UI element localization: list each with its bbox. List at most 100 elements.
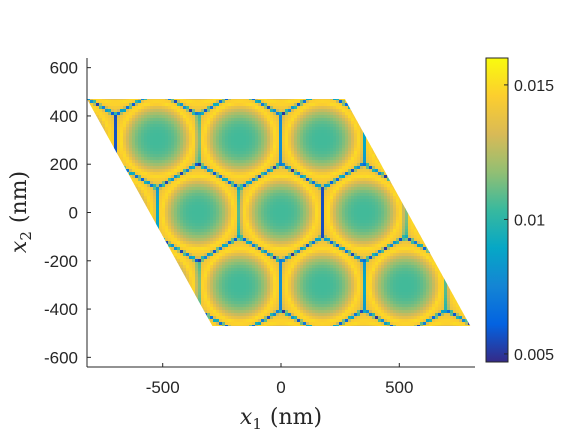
heatmap-cell <box>183 202 187 206</box>
heatmap-cell <box>129 211 133 215</box>
heatmap-cell <box>156 205 160 209</box>
heatmap-cell <box>279 145 283 149</box>
heatmap-cell <box>390 115 394 119</box>
heatmap-cell <box>228 184 232 188</box>
heatmap-cell <box>111 133 115 137</box>
heatmap-cell <box>312 169 316 173</box>
heatmap-cell <box>450 151 454 155</box>
heatmap-cell <box>279 175 283 179</box>
heatmap-cell <box>105 112 109 116</box>
heatmap-cell <box>135 202 139 206</box>
heatmap-cell <box>255 112 259 116</box>
heatmap-cell <box>360 181 364 185</box>
heatmap-cell <box>414 136 418 140</box>
heatmap-cell <box>201 124 205 128</box>
heatmap-cell <box>237 124 241 128</box>
heatmap-cell <box>147 133 151 137</box>
heatmap-cell <box>129 190 133 194</box>
heatmap-cell <box>291 163 295 167</box>
heatmap-cell <box>291 112 295 116</box>
heatmap-cell <box>408 130 412 134</box>
heatmap-cell <box>183 124 187 128</box>
heatmap-cell <box>252 175 256 179</box>
heatmap-cell <box>306 121 310 125</box>
heatmap-cell <box>93 178 97 182</box>
heatmap-cell <box>381 121 385 125</box>
heatmap-cell <box>126 193 130 197</box>
heatmap-cell <box>399 193 403 197</box>
heatmap-cell <box>336 172 340 176</box>
heatmap-cell <box>408 187 412 191</box>
heatmap-cell <box>309 202 313 206</box>
heatmap-cell <box>189 166 193 170</box>
heatmap-cell <box>339 130 343 134</box>
heatmap-cell <box>261 130 265 134</box>
heatmap-cell <box>168 106 172 110</box>
heatmap-cell <box>408 127 412 131</box>
heatmap-cell <box>177 130 181 134</box>
heatmap-cell <box>441 163 445 167</box>
heatmap-cell <box>216 109 220 113</box>
heatmap-cell <box>156 160 160 164</box>
heatmap-cell <box>234 205 238 209</box>
heatmap-cell <box>144 163 148 167</box>
heatmap-cell <box>132 181 136 185</box>
heatmap-cell <box>450 157 454 161</box>
heatmap-cell <box>450 100 454 104</box>
heatmap-cell <box>426 142 430 146</box>
heatmap-cell <box>363 193 367 197</box>
heatmap-cell <box>474 187 477 190</box>
heatmap-cell <box>441 190 445 194</box>
heatmap-cell <box>105 100 109 104</box>
heatmap-cell <box>408 148 412 152</box>
heatmap-cell <box>171 172 175 176</box>
heatmap-cell <box>396 130 400 134</box>
heatmap-cell <box>384 109 388 113</box>
heatmap-cell <box>456 115 460 119</box>
heatmap-cell <box>372 118 376 122</box>
heatmap-cell <box>327 99 331 101</box>
heatmap-cell <box>456 127 460 131</box>
heatmap-cell <box>384 208 388 212</box>
heatmap-cell <box>189 136 193 140</box>
heatmap-cell <box>456 130 460 134</box>
heatmap-cell <box>453 112 457 116</box>
heatmap-cell <box>384 169 388 173</box>
heatmap-cell <box>417 115 421 119</box>
heatmap-cell <box>387 175 391 179</box>
heatmap-cell <box>285 160 289 164</box>
heatmap-cell <box>339 100 343 104</box>
heatmap-cell <box>165 99 169 101</box>
heatmap-cell <box>426 133 430 137</box>
heatmap-cell <box>342 193 346 197</box>
heatmap-cell <box>174 130 178 134</box>
heatmap-cell <box>105 130 109 134</box>
heatmap-cell <box>252 208 256 212</box>
heatmap-cell <box>126 184 130 188</box>
heatmap-cell <box>354 127 358 131</box>
heatmap-cell <box>450 106 454 110</box>
heatmap-cell <box>156 178 160 182</box>
heatmap-cell <box>264 103 268 107</box>
heatmap-cell <box>345 163 349 167</box>
heatmap-cell <box>99 184 103 188</box>
heatmap-cell <box>255 106 259 110</box>
heatmap-cell <box>321 199 325 203</box>
heatmap-cell <box>330 172 334 176</box>
heatmap-cell <box>294 112 298 116</box>
heatmap-cell <box>288 139 292 143</box>
heatmap-cell <box>417 124 421 128</box>
heatmap-cell <box>261 202 265 206</box>
heatmap-cell <box>198 148 202 152</box>
heatmap-cell <box>258 172 262 176</box>
heatmap-cell <box>471 130 474 133</box>
heatmap-cell <box>393 142 397 146</box>
heatmap-cell <box>408 208 412 212</box>
heatmap-cell <box>120 127 124 131</box>
heatmap-cell <box>132 145 136 149</box>
heatmap-cell <box>147 109 151 113</box>
heatmap-cell <box>327 112 331 116</box>
heatmap-cell <box>303 112 307 116</box>
heatmap-cell <box>273 130 277 134</box>
heatmap-cell <box>450 118 454 122</box>
